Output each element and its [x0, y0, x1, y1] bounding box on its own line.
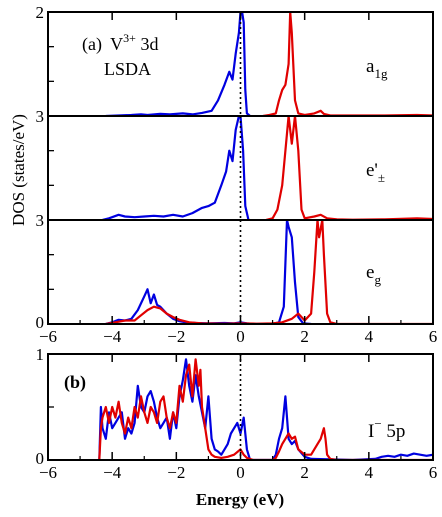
- panel-a-x-tick-label: −2: [167, 327, 185, 346]
- subpanel-eg-y-tick-label: 3: [36, 211, 45, 230]
- panel-b-label: (b): [64, 372, 86, 393]
- panel-a-label: (a): [82, 34, 102, 55]
- subpanel-e-pm-series-1-line: [102, 116, 250, 220]
- panel-b-annotation: I− 5p: [368, 416, 405, 442]
- x-axis-label: Energy (eV): [196, 490, 284, 509]
- subpanel-e-pm-series-2-line: [265, 116, 433, 220]
- svg-text:(a) V3+ 3d: (a) V3+ 3d: [82, 31, 158, 55]
- panel-a-method: LSDA: [104, 59, 151, 79]
- subpanel-eg-series-1-line: [105, 220, 312, 324]
- subpanel-eg-series-2-line: [105, 220, 433, 324]
- panel-b-orbital: 5p: [382, 421, 406, 442]
- subpanel-eg-y-tick-label: 0: [36, 313, 45, 332]
- panel-a-x-tick-label: −6: [39, 327, 57, 346]
- panel-a-x-tick-label: 6: [429, 327, 438, 346]
- subpanel-a1g-series-1-line: [105, 12, 251, 116]
- panel-b-x-tick-label: −4: [103, 463, 122, 482]
- panel-a-ion: V: [110, 34, 123, 54]
- panel-b-x-tick-label: −6: [39, 463, 57, 482]
- subpanel-eg: eg 3 0: [36, 211, 434, 332]
- subpanel-e-pm-label: e'±: [366, 160, 385, 185]
- subpanel-a1g-label: a1g: [366, 56, 388, 81]
- panel-a-x-tick-label: 4: [365, 327, 374, 346]
- y-axis-label: DOS (states/eV): [9, 114, 28, 226]
- panel-a-x-tick-label: 0: [236, 327, 245, 346]
- panel-b-x-tick-label: 4: [365, 463, 374, 482]
- panel-a-ion-charge: 3+: [123, 31, 136, 45]
- panel-b-i5p: 10−6 −4 −2 0 2 4 6: [36, 345, 438, 482]
- panel-b-y-tick-label: 1: [36, 345, 45, 364]
- panel-b-y-tick-label: 0: [36, 449, 45, 468]
- panel-b-x-tick-label: 2: [300, 463, 309, 482]
- subpanel-eg-label: eg: [366, 262, 381, 287]
- panel-b-x-tick-label: 6: [429, 463, 438, 482]
- panel-b-ion: I: [368, 421, 374, 442]
- subpanel-e-pm: e'± 3: [36, 107, 434, 221]
- subpanel-e-pm-y-tick-label: 3: [36, 107, 45, 126]
- panel-a-annotation: (a) V3+ 3d LSDA: [82, 31, 158, 79]
- panel-a-x-tick-label: 2: [300, 327, 309, 346]
- panel-b-series-2-line: [98, 358, 433, 460]
- subpanel-a1g: a1g 2: [36, 3, 434, 117]
- subpanel-a1g-series-2-line: [262, 12, 433, 116]
- panel-a-orbital: 3d: [136, 34, 159, 54]
- panel-a-x-tick-label: −4: [103, 327, 122, 346]
- panel-b-x-tick-label: −2: [167, 463, 185, 482]
- panel-b-ion-charge: −: [374, 416, 381, 431]
- subpanel-a1g-y-tick-label: 2: [36, 3, 45, 22]
- panel-b-x-tick-label: 0: [236, 463, 245, 482]
